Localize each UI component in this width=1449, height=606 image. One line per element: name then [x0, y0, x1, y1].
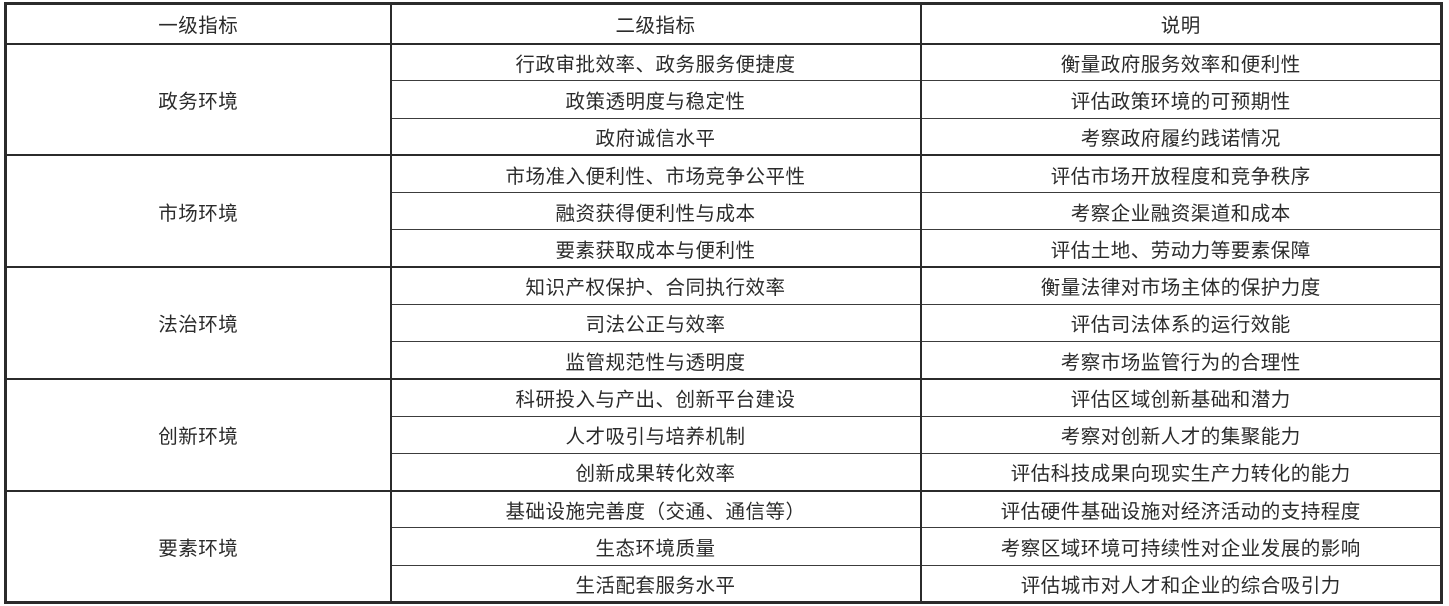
description-cell: 评估城市对人才和企业的综合吸引力: [919, 564, 1443, 604]
indicator-table: 一级指标 二级指标 说明 政务环境 行政审批效率、政务服务便捷度 衡量政府服务效…: [4, 2, 1443, 604]
level2-cell: 司法公正与效率: [389, 303, 922, 343]
table-row: 政府诚信水平 考察政府履约践诺情况: [6, 117, 1443, 156]
table-row: 政务环境 行政审批效率、政务服务便捷度 衡量政府服务效率和便利性: [4, 42, 1443, 157]
table-row: 要素获取成本与便利性 评估土地、劳动力等要素保障: [6, 229, 1443, 268]
table-row: 创新环境 科研投入与产出、创新平台建设 评估区域创新基础和潜力: [4, 377, 1443, 492]
description-cell: 评估区域创新基础和潜力: [919, 377, 1443, 417]
description-cell: 评估司法体系的运行效能: [919, 303, 1443, 343]
level2-cell: 生活配套服务水平: [389, 564, 922, 604]
description-cell: 考察区域环境可持续性对企业发展的影响: [919, 527, 1443, 566]
table-row: 政策透明度与稳定性 评估政策环境的可预期性: [6, 80, 1443, 119]
description-cell: 考察政府履约践诺情况: [919, 117, 1443, 156]
level2-cell: 生态环境质量: [389, 527, 922, 566]
table-row: 创新成果转化效率 评估科技成果向现实生产力转化的能力: [6, 452, 1443, 492]
level2-cell: 行政审批效率、政务服务便捷度: [389, 42, 922, 82]
level2-cell: 市场准入便利性、市场竞争公平性: [389, 154, 922, 194]
table-row: 司法公正与效率 评估司法体系的运行效能: [6, 303, 1443, 343]
level2-cell: 融资获得便利性与成本: [389, 192, 922, 231]
header-level1-indicator: 一级指标: [4, 3, 392, 45]
level1-cell-innovation: 创新环境: [4, 377, 392, 492]
header-level2-indicator: 二级指标: [389, 3, 922, 45]
description-cell: 评估市场开放程度和竞争秩序: [919, 154, 1443, 194]
description-cell: 考察对创新人才的集聚能力: [919, 415, 1443, 454]
table-row: 融资获得便利性与成本 考察企业融资渠道和成本: [6, 192, 1443, 231]
level1-cell-factor: 要素环境: [4, 489, 392, 604]
level2-cell: 基础设施完善度（交通、通信等）: [389, 489, 922, 529]
description-cell: 考察企业融资渠道和成本: [919, 192, 1443, 231]
level2-cell: 政策透明度与稳定性: [389, 80, 922, 119]
description-cell: 评估硬件基础设施对经济活动的支持程度: [919, 489, 1443, 529]
description-cell: 衡量政府服务效率和便利性: [919, 42, 1443, 82]
description-cell: 评估土地、劳动力等要素保障: [919, 229, 1443, 268]
table-container: 一级指标 二级指标 说明 政务环境 行政审批效率、政务服务便捷度 衡量政府服务效…: [4, 2, 1443, 604]
header-row: 一级指标 二级指标 说明: [4, 3, 1443, 45]
table-row: 人才吸引与培养机制 考察对创新人才的集聚能力: [6, 415, 1443, 454]
description-cell: 衡量法律对市场主体的保护力度: [919, 266, 1443, 305]
level2-cell: 创新成果转化效率: [389, 452, 922, 492]
description-cell: 评估政策环境的可预期性: [919, 80, 1443, 119]
table-row: 生活配套服务水平 评估城市对人才和企业的综合吸引力: [6, 564, 1443, 604]
table-row: 要素环境 基础设施完善度（交通、通信等） 评估硬件基础设施对经济活动的支持程度: [4, 489, 1443, 604]
level2-cell: 监管规范性与透明度: [389, 341, 922, 380]
table-row: 生态环境质量 考察区域环境可持续性对企业发展的影响: [6, 527, 1443, 566]
level2-cell: 知识产权保护、合同执行效率: [389, 266, 922, 305]
level2-cell: 科研投入与产出、创新平台建设: [389, 377, 922, 417]
description-cell: 考察市场监管行为的合理性: [919, 341, 1443, 380]
level2-cell: 要素获取成本与便利性: [389, 229, 922, 268]
table-row: 市场环境 市场准入便利性、市场竞争公平性 评估市场开放程度和竞争秩序: [4, 154, 1443, 269]
header-description: 说明: [919, 3, 1443, 45]
description-cell: 评估科技成果向现实生产力转化的能力: [919, 452, 1443, 492]
level1-cell-government: 政务环境: [4, 42, 392, 157]
level1-cell-market: 市场环境: [4, 154, 392, 269]
level2-cell: 人才吸引与培养机制: [389, 415, 922, 454]
table-row: 法治环境 知识产权保护、合同执行效率 衡量法律对市场主体的保护力度: [4, 266, 1443, 380]
level2-cell: 政府诚信水平: [389, 117, 922, 156]
level1-cell-legal: 法治环境: [4, 266, 392, 380]
table-row: 监管规范性与透明度 考察市场监管行为的合理性: [6, 341, 1443, 380]
